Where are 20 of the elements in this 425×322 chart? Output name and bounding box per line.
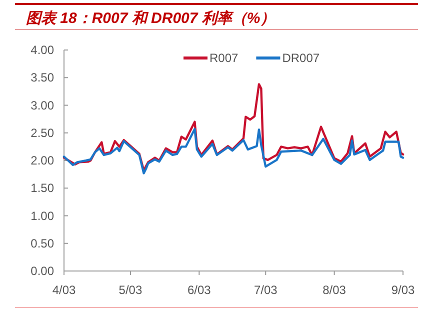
y-tick-label: 0.50 xyxy=(30,236,54,250)
line-series xyxy=(62,83,404,172)
x-tick-label: 5/03 xyxy=(118,283,142,297)
y-tick-label: 2.00 xyxy=(30,154,54,168)
legend-label: DR007 xyxy=(282,51,320,65)
y-tick-label: 3.50 xyxy=(30,70,54,85)
y-tick-label: 4.00 xyxy=(30,43,54,57)
y-tick-label: 0.00 xyxy=(30,264,54,278)
y-tick-label: 3.00 xyxy=(30,98,54,112)
x-tick-label: 4/03 xyxy=(52,283,76,297)
line-series xyxy=(62,128,404,174)
x-tick-label: 7/03 xyxy=(254,283,278,297)
x-tick-label: 6/03 xyxy=(187,283,212,297)
y-tick-label: 2.50 xyxy=(30,126,54,140)
legend-label: R007 xyxy=(210,51,239,65)
y-tick-label: 1.50 xyxy=(30,181,54,196)
y-tick-label: 1.00 xyxy=(30,208,54,223)
x-tick-label: 9/03 xyxy=(391,283,415,297)
x-tick-label: 8/03 xyxy=(322,283,346,297)
chart-title: 图表 18：R007 和 DR007 利率（%） xyxy=(26,9,276,27)
